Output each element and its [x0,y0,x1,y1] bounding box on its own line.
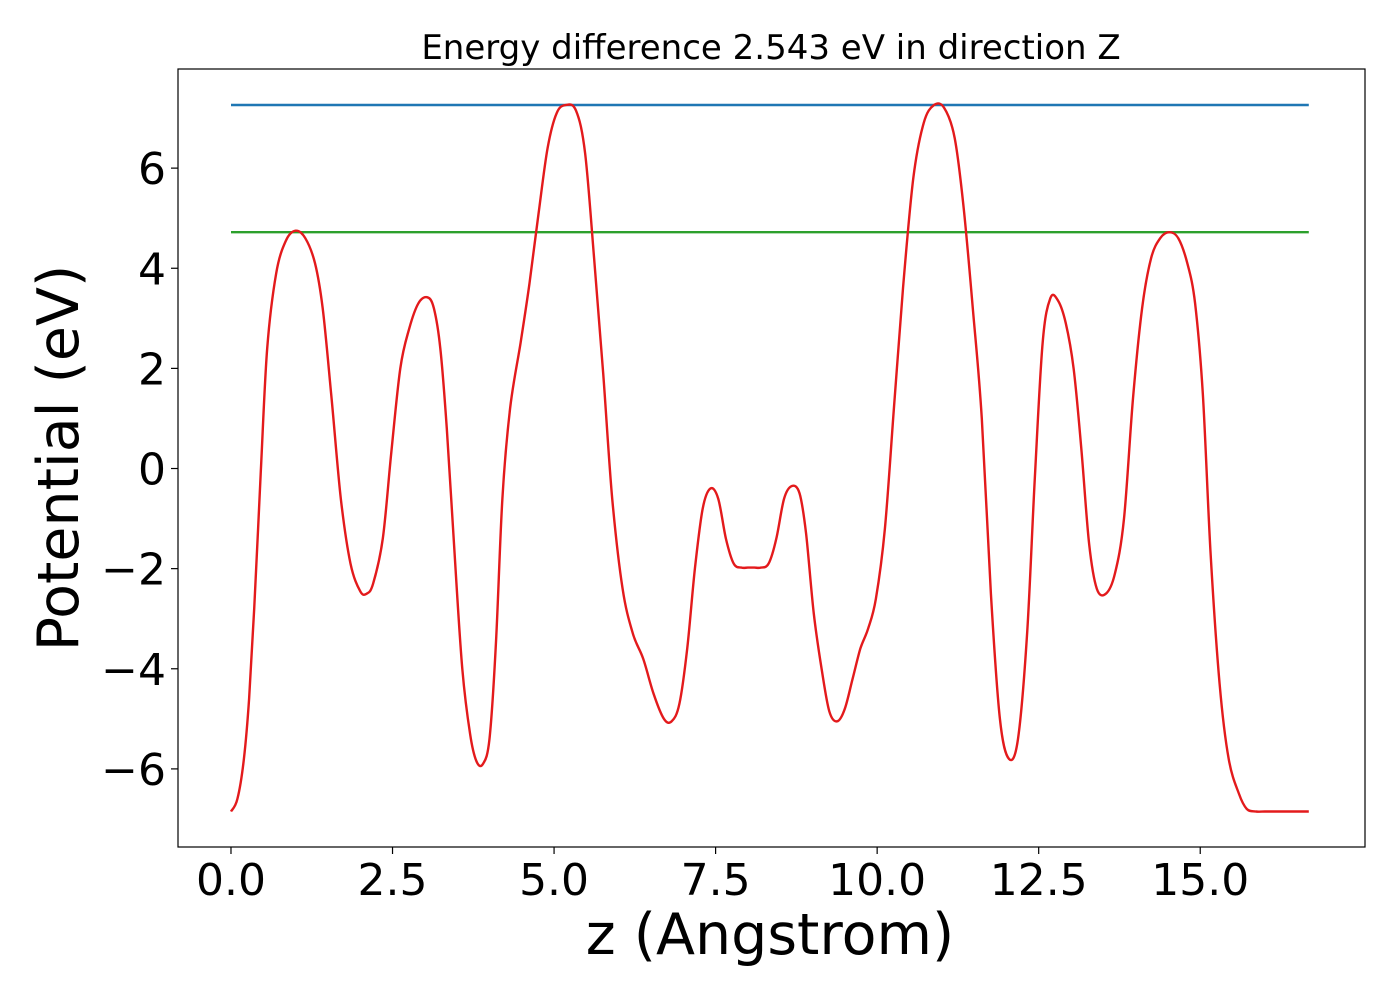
plot-area [177,68,1366,848]
y-axis-ticks: −6 −4 −2 0 2 4 6 [101,144,178,796]
y-tick-label: 2 [138,344,166,395]
x-tick-label: 5.0 [519,855,589,906]
x-tick-label: 15.0 [1151,855,1249,906]
y-tick-label: −4 [101,645,166,696]
x-axis-ticks: 0.0 2.5 5.0 7.5 10.0 12.5 15.0 [196,847,1249,906]
y-tick-label: 0 [138,445,166,496]
x-tick-label: 0.0 [196,855,266,906]
series-line-3 [229,102,1309,813]
x-tick-label: 7.5 [681,855,751,906]
y-tick-label: −6 [101,745,166,796]
series-layer [229,102,1309,813]
y-tick-label: 4 [138,244,166,295]
x-tick-label: 10.0 [828,855,926,906]
x-axis-label: z (Angstrom) [586,902,954,968]
y-tick-label: −2 [101,545,166,596]
y-axis-label: Potential (eV) [26,265,92,651]
chart-title: Energy difference 2.543 eV in direction … [421,28,1120,68]
y-tick-label: 6 [138,144,166,195]
x-tick-label: 2.5 [358,855,428,906]
x-tick-label: 12.5 [990,855,1088,906]
